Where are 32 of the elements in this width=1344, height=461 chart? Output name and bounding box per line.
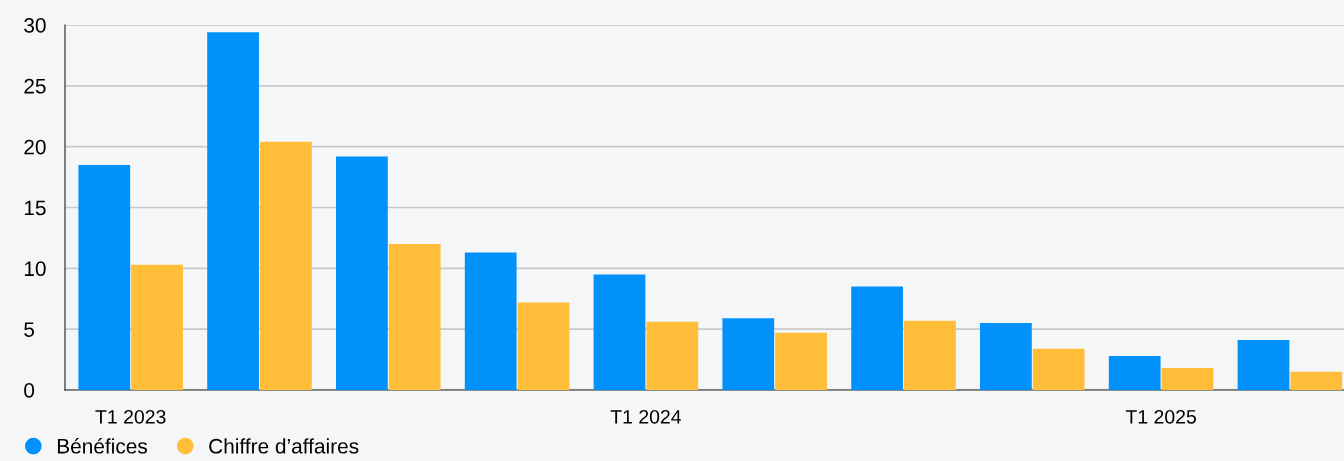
bar [722, 318, 775, 390]
x-tick-label: T1 2025 [1125, 409, 1196, 424]
bar [980, 323, 1032, 390]
bar [593, 274, 646, 390]
y-tick-label: 0 [24, 383, 35, 398]
bar [464, 252, 517, 390]
bar [131, 264, 183, 390]
bar [260, 141, 312, 390]
bar [1237, 340, 1290, 390]
y-tick-label: 25 [24, 78, 46, 94]
x-tick-label: T1 2023 [95, 409, 166, 424]
bar [78, 164, 131, 390]
legend-label: Chiffre d’affaires [209, 438, 359, 454]
bar [207, 32, 259, 390]
bar [646, 321, 699, 390]
bar [1290, 371, 1343, 390]
legend-label: Bénéfices [57, 438, 147, 454]
bar [336, 156, 388, 390]
x-tick-label: T1 2024 [610, 409, 681, 424]
y-tick-label: 30 [24, 18, 46, 33]
bar [775, 332, 827, 390]
bar [904, 320, 956, 390]
bar [1108, 355, 1161, 390]
bar [1161, 368, 1214, 390]
y-tick-label: 10 [24, 261, 46, 277]
y-tick-label: 15 [24, 200, 46, 216]
bar [851, 286, 903, 390]
y-tick-label: 5 [24, 322, 35, 337]
bar [517, 302, 570, 390]
bar [388, 244, 441, 390]
bar [1032, 348, 1085, 390]
y-tick-label: 20 [24, 139, 46, 155]
